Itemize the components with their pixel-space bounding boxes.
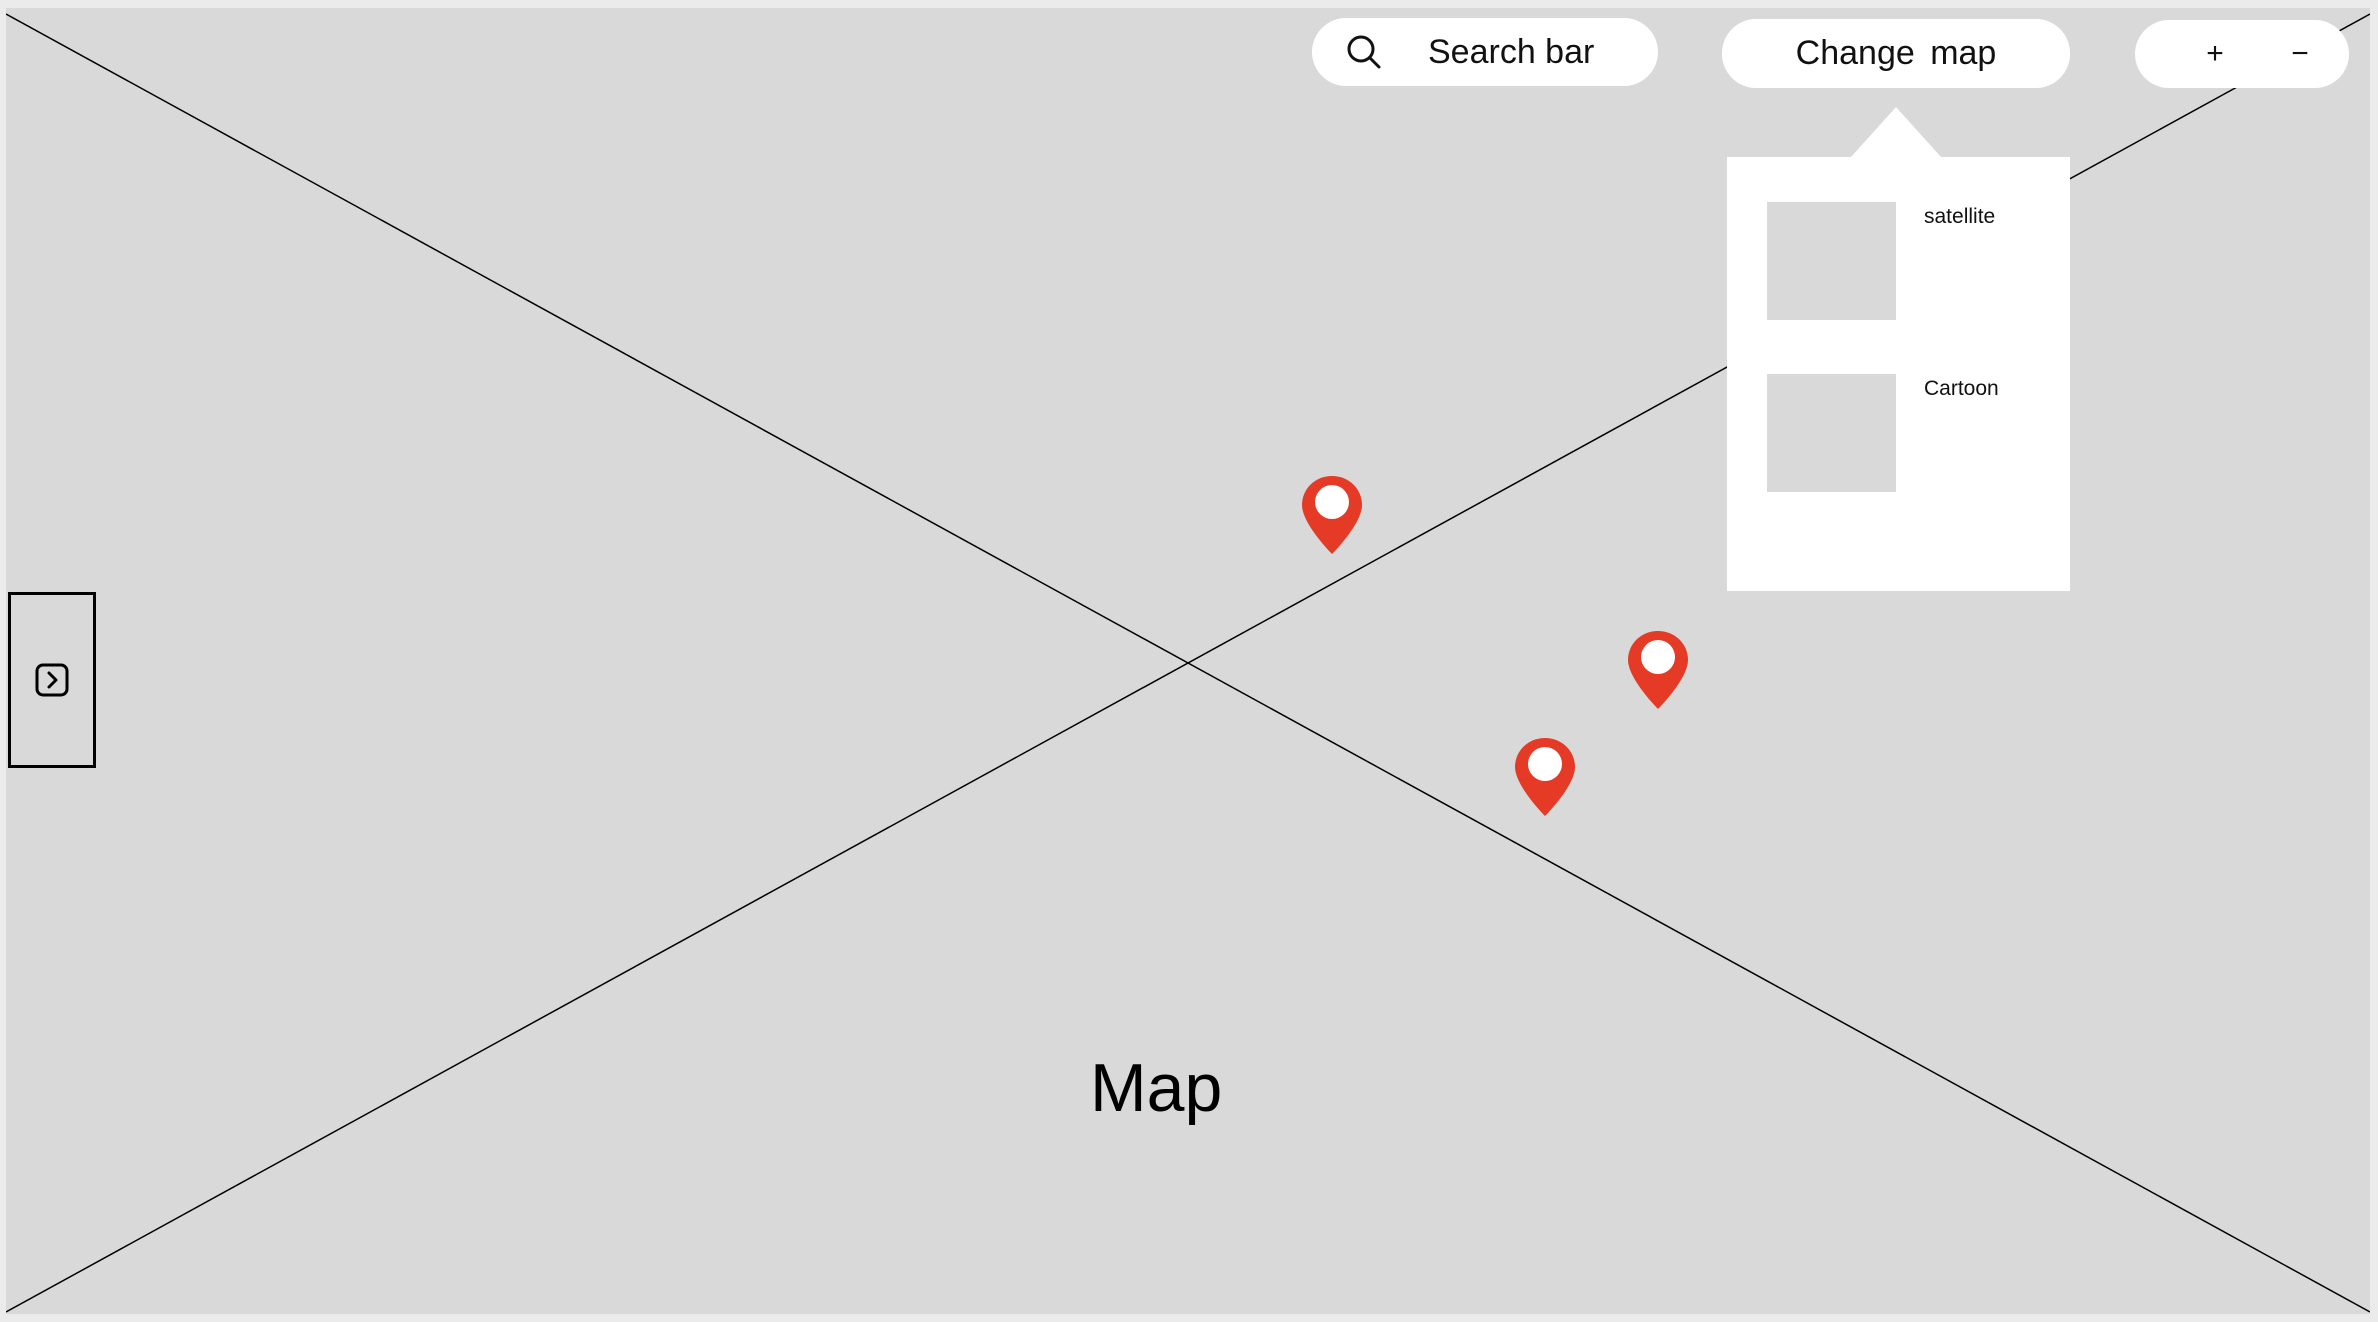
- change-map-button[interactable]: Change map: [1722, 19, 2070, 88]
- search-icon: [1347, 35, 1381, 69]
- map-option-label: Cartoon: [1924, 377, 1999, 400]
- map-option-thumbnail: [1767, 202, 1896, 320]
- map-option-cartoon[interactable]: Cartoon: [1767, 374, 2070, 494]
- sidebar-toggle-button[interactable]: [8, 592, 96, 768]
- map-option-label: satellite: [1924, 205, 1996, 228]
- location-pin-icon: [1628, 631, 1688, 709]
- map-option-thumbnail: [1767, 374, 1896, 492]
- search-bar-label: Search bar: [1428, 32, 1595, 71]
- map-option-satellite[interactable]: satellite: [1767, 202, 2070, 322]
- map-label: Map: [1090, 1050, 1223, 1126]
- chevron-right-square-icon: [35, 663, 69, 697]
- location-pin-icon: [1515, 738, 1575, 816]
- map-type-dropdown: satellite Cartoon: [1727, 157, 2070, 591]
- zoom-out-button[interactable]: −: [2291, 37, 2309, 70]
- map-pin-marker[interactable]: [1300, 474, 1364, 556]
- map-pin-marker[interactable]: [1513, 736, 1577, 818]
- zoom-in-button[interactable]: +: [2206, 37, 2224, 70]
- zoom-control: + −: [2135, 20, 2349, 88]
- location-pin-icon: [1302, 476, 1362, 554]
- map-pin-marker[interactable]: [1626, 629, 1690, 711]
- search-bar[interactable]: Search bar: [1312, 18, 1658, 86]
- dropdown-caret: [1851, 107, 1941, 157]
